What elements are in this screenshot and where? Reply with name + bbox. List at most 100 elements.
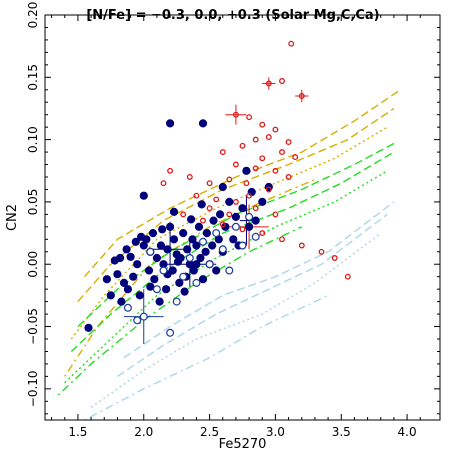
red-open-circle-point	[279, 236, 285, 243]
filled-circle-point	[162, 285, 171, 294]
filled-circle-point	[231, 212, 240, 221]
x-tick-label: 2.0	[134, 425, 153, 439]
x-tick-label: 1.5	[68, 425, 87, 439]
filled-circle-point	[212, 266, 221, 275]
x-tick-label: 3.0	[266, 425, 285, 439]
red-open-circle-point	[272, 211, 279, 218]
filled-circle-point	[152, 253, 161, 263]
filled-circle-point	[102, 275, 112, 284]
model-curve-7	[57, 226, 303, 396]
red-open-circle-point	[252, 165, 259, 172]
red-open-circle-point	[219, 221, 226, 228]
filled-circle-point	[173, 257, 183, 266]
red-open-circle-point	[285, 139, 292, 146]
red-open-circle-point	[285, 174, 292, 180]
filled-circle-point	[208, 241, 217, 250]
filled-circle-point	[229, 235, 238, 244]
filled-circle-point	[192, 260, 201, 269]
red-open-circle-point	[246, 114, 253, 121]
open-circle-point	[185, 254, 194, 263]
filled-circle-point	[201, 247, 210, 256]
filled-circle-point	[169, 235, 179, 244]
open-circle-point	[152, 285, 161, 294]
filled-circle-point	[166, 222, 175, 231]
red-open-circle-point	[252, 136, 259, 143]
filled-circle-point	[116, 253, 125, 263]
red-open-circle-point	[259, 230, 266, 237]
open-circle-point	[172, 297, 181, 306]
filled-circle-point	[192, 241, 201, 250]
filled-circle-point	[216, 210, 225, 219]
model-curve-3	[64, 178, 316, 377]
filled-circle-point	[197, 200, 206, 209]
red-open-circle-point	[200, 217, 206, 224]
red-open-circle-point	[265, 80, 272, 87]
open-circle-point	[146, 247, 155, 256]
red-open-circle-point	[243, 180, 250, 187]
plot-frame	[44, 14, 441, 421]
red-open-circle-point	[272, 167, 279, 174]
y-axis: −0.10 −0.05 0.00 0.05 0.10 0.15 0.20	[26, 2, 440, 415]
red-open-circle-point	[239, 142, 246, 149]
x-tick-label: 3.5	[332, 425, 351, 439]
filled-circle-point	[180, 287, 189, 296]
red-open-circle-point	[252, 205, 259, 212]
filled-circle-point	[106, 291, 115, 300]
open-circle-point	[212, 229, 221, 238]
y-tick-label: 0.00	[26, 251, 40, 278]
filled-circle-point	[122, 245, 131, 254]
red-open-circle-point	[265, 134, 272, 141]
red-open-circle-point	[239, 226, 246, 233]
open-circle-point	[231, 222, 240, 231]
red-open-circle-point	[219, 149, 226, 156]
y-tick-label: 0.20	[26, 2, 40, 29]
model-curve-8	[123, 201, 395, 359]
y-tick-label: 0.10	[26, 126, 40, 153]
red-open-circle-point	[180, 211, 187, 218]
filled-circle-point	[179, 229, 188, 238]
red-open-circle-point	[206, 205, 213, 212]
red-open-circle-point	[265, 186, 272, 193]
open-circle-point	[245, 212, 254, 221]
filled-circle-point	[131, 237, 140, 246]
filled-circle-point	[119, 278, 129, 287]
filled-circle-point	[84, 323, 93, 332]
filled-circle-point	[218, 182, 227, 192]
red-open-circle-point	[331, 255, 338, 261]
filled-circle-point	[117, 297, 126, 306]
y-tick-label: 0.05	[26, 189, 40, 216]
red-open-circle-point	[226, 176, 233, 183]
red-open-circle-point	[279, 78, 285, 84]
data-points	[84, 40, 351, 337]
red-open-circle-point	[206, 180, 213, 187]
red-open-circle-point	[288, 40, 295, 47]
error-bar-3	[225, 104, 247, 125]
open-circle-point	[179, 272, 188, 281]
open-circle-point	[238, 241, 247, 250]
y-axis-label: CN2	[5, 204, 20, 231]
filled-circle-point	[245, 222, 254, 231]
filled-circle-point	[169, 207, 179, 216]
x-axis-label: Fe5270	[219, 437, 267, 452]
filled-circle-point	[158, 225, 167, 234]
filled-circle-point	[188, 235, 197, 244]
red-open-circle-point	[213, 196, 220, 203]
red-open-circle-point	[186, 174, 193, 180]
red-open-circle-point	[232, 198, 239, 205]
model-curve-4	[77, 141, 397, 328]
open-circle-point	[218, 245, 227, 254]
filled-circle-point	[202, 229, 211, 238]
red-open-circle-point	[232, 161, 239, 168]
filled-circle-point	[209, 216, 218, 225]
filled-circle-point	[139, 191, 148, 200]
error-bar-5	[295, 89, 309, 103]
red-open-circle-point	[232, 111, 239, 118]
filled-circle-point	[166, 119, 175, 128]
error-bar-4	[262, 77, 276, 90]
red-open-circle-point	[279, 149, 285, 156]
filled-circle-point	[163, 245, 172, 254]
x-tick-label: 2.5	[200, 425, 219, 439]
y-tick-label: −0.05	[26, 308, 40, 345]
red-open-circle-point	[259, 155, 266, 162]
error-bar-7	[239, 195, 254, 246]
